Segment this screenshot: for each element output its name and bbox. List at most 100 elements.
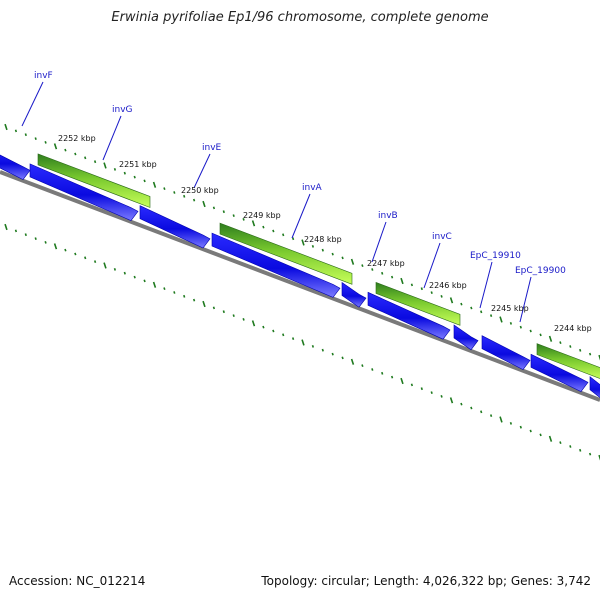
inner-tick	[4, 223, 8, 231]
gene-arrow[interactable]	[29, 163, 139, 221]
outer-tick	[548, 335, 553, 342]
outer-tick	[103, 162, 107, 169]
inner-tick	[242, 318, 245, 321]
inner-tick	[222, 310, 225, 314]
gene-arrow[interactable]	[0, 145, 31, 180]
outer-tick	[400, 277, 404, 285]
inner-tick	[449, 397, 454, 404]
inner-tick	[232, 314, 235, 317]
outer-tick	[311, 245, 315, 248]
inner-tick	[400, 377, 404, 385]
inner-tick	[143, 279, 146, 283]
gene-label-invG[interactable]: invG	[112, 105, 133, 115]
outer-tick	[529, 329, 532, 333]
inner-tick	[34, 237, 37, 240]
outer-tick	[331, 252, 334, 256]
gene-label-invE[interactable]: invE	[202, 143, 222, 153]
inner-tick	[262, 325, 265, 329]
outer-tick	[489, 314, 493, 317]
outer-tick	[64, 148, 67, 152]
inner-tick	[569, 445, 572, 448]
outer-tick	[390, 275, 394, 279]
inner-tick	[390, 375, 394, 379]
cds-bar[interactable]	[219, 222, 353, 285]
outer-tick	[460, 302, 463, 306]
outer-tick	[163, 187, 166, 190]
gene-arrow[interactable]	[589, 376, 600, 400]
cds-bar[interactable]	[536, 343, 600, 380]
outer-tick	[212, 206, 216, 210]
outer-tick	[133, 175, 136, 179]
inner-tick	[331, 352, 334, 356]
axis-line-group	[0, 170, 600, 402]
inner-tick	[202, 300, 206, 308]
inner-tick	[152, 281, 157, 288]
kbp-label-2247: 2247 kbp	[367, 259, 405, 268]
inner-tick	[311, 345, 315, 348]
inner-tick	[53, 243, 58, 250]
inner-tick	[251, 320, 256, 327]
inner-tick	[579, 448, 582, 452]
inner-tick	[480, 410, 483, 414]
gene-label-invB[interactable]: invB	[378, 211, 398, 221]
kbp-label-2246: 2246 kbp	[429, 281, 467, 290]
leader-line	[371, 221, 387, 263]
page-title: Erwinia pyrifoliae Ep1/96 chromosome, co…	[111, 10, 489, 25]
gene-arrow[interactable]	[341, 281, 367, 308]
outer-tick	[74, 152, 77, 156]
inner-tick	[301, 339, 305, 346]
inner-tick	[173, 291, 176, 294]
kbp-label-2251: 2251 kbp	[119, 160, 157, 169]
outer-tick	[430, 291, 433, 294]
cds-features	[37, 153, 600, 380]
outer-tick	[559, 341, 562, 344]
inner-tick	[410, 383, 414, 387]
inner-tick	[123, 271, 126, 275]
gene-arrow[interactable]	[481, 335, 531, 370]
gene-label-EpC_19900[interactable]: EpC_19900	[515, 266, 566, 276]
outer-tick	[420, 287, 423, 291]
outer-tick	[588, 352, 592, 356]
outer-tick	[232, 214, 235, 217]
inner-tick	[381, 371, 384, 375]
kbp-label-2245: 2245 kbp	[491, 304, 529, 313]
outer-tick	[282, 233, 285, 237]
leader-line	[21, 81, 44, 127]
kbp-labels: 2252 kbp 2251 kbp 2250 kbp 2249 kbp 2248…	[58, 134, 592, 333]
cds-bar[interactable]	[375, 281, 461, 326]
gene-arrow[interactable]	[453, 324, 479, 351]
inner-tick	[163, 287, 166, 290]
gene-label-invF[interactable]: invF	[34, 71, 53, 81]
gene-arrow[interactable]	[211, 232, 341, 298]
leader-line	[479, 261, 493, 309]
inner-tick	[470, 406, 473, 410]
leader-line	[193, 153, 211, 189]
gene-arrow[interactable]	[367, 291, 451, 340]
outer-tick	[301, 239, 305, 246]
inner-tick	[361, 364, 364, 367]
gene-label-invA[interactable]: invA	[302, 183, 323, 193]
leader-line	[519, 276, 532, 323]
gene-label-EpC_19910[interactable]: EpC_19910	[470, 251, 521, 261]
outer-tick	[410, 283, 414, 287]
inner-tick	[350, 358, 355, 365]
outer-tick	[53, 143, 58, 150]
inner-tick	[529, 429, 532, 433]
outer-tick	[44, 141, 47, 144]
inner-tick	[539, 433, 542, 437]
outer-tick	[598, 354, 600, 362]
inner-tick	[420, 387, 423, 391]
inner-tick	[212, 306, 216, 310]
gene-arrow[interactable]	[530, 353, 589, 392]
gene-label-invC[interactable]: invC	[432, 232, 452, 242]
inner-tick	[371, 368, 374, 371]
inner-tick	[183, 294, 186, 298]
outer-tick	[499, 316, 503, 323]
outer-tick	[262, 225, 265, 229]
gene-arrow[interactable]	[139, 205, 211, 249]
outer-tick	[152, 181, 157, 188]
kbp-label-2244: 2244 kbp	[554, 324, 592, 333]
cds-bar[interactable]	[37, 153, 151, 208]
